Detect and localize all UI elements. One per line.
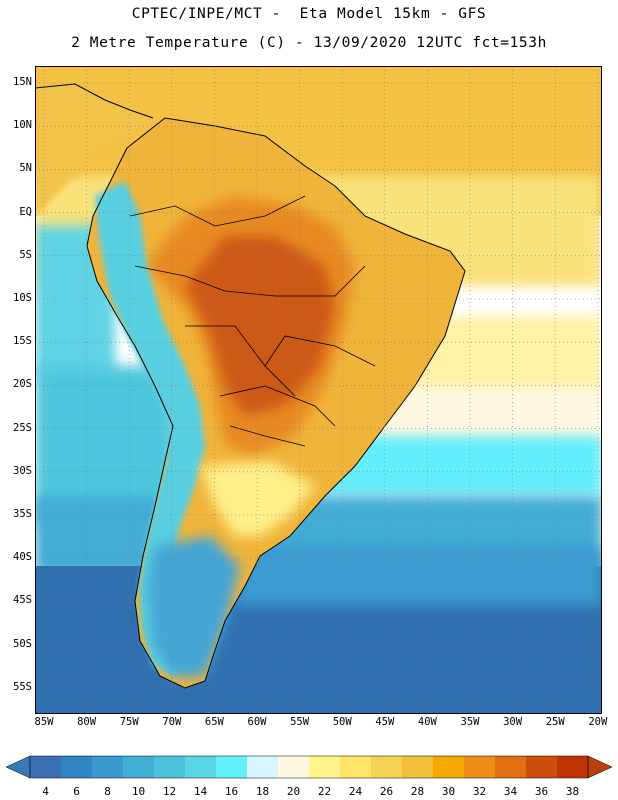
colorbar-label: 20 (286, 785, 301, 798)
colorbar-label: 36 (534, 785, 549, 798)
lon-label: 25W (545, 716, 565, 728)
lat-label: 45S (13, 594, 32, 607)
colorbar-label: 30 (441, 785, 456, 798)
colorbar-label: 22 (317, 785, 332, 798)
lat-label: 55S (13, 680, 32, 693)
lon-label: 20W (588, 716, 608, 728)
colorbar-label: 38 (565, 785, 580, 798)
lat-label: 15S (13, 335, 32, 348)
colorbar-swatch (61, 756, 93, 778)
lon-label: 80W (77, 716, 97, 728)
colorbar-swatch (557, 756, 589, 778)
colorbar-label: 14 (193, 785, 208, 798)
lon-label: 35W (460, 716, 480, 728)
country-borders (129, 195, 376, 447)
lat-label: EQ (19, 205, 32, 218)
colorbar-swatch (495, 756, 527, 778)
andes-cold-spine (95, 181, 205, 676)
lat-label: 10S (13, 292, 32, 304)
lat-label: 10N (13, 119, 32, 132)
colorbar-under-arrow (5, 755, 31, 779)
coastline (86, 117, 466, 689)
lon-label: 75W (119, 716, 139, 728)
lat-label: 15N (13, 76, 32, 88)
lat-label: 25S (13, 421, 32, 434)
colorbar-outline (29, 755, 589, 779)
colorbar-label: 18 (255, 785, 270, 798)
colorbar-swatch (309, 756, 341, 778)
lat-label: 5N (19, 162, 32, 175)
colorbar-swatch (433, 756, 465, 778)
colorbar-label: 6 (73, 785, 80, 798)
lon-label: 85W (34, 716, 54, 728)
lon-label: 45W (375, 716, 395, 728)
colorbar-swatch (123, 756, 155, 778)
colorbar-label: 28 (410, 785, 425, 798)
lat-label: 35S (13, 508, 32, 520)
colorbar-label: 16 (224, 785, 239, 798)
lon-label: 40W (417, 716, 437, 728)
colorbar-swatch (30, 756, 62, 778)
lon-label: 50W (332, 716, 352, 728)
colorbar-swatch (526, 756, 558, 778)
lon-label: 65W (204, 716, 224, 728)
southern-cone-warm (200, 461, 315, 536)
colorbar-swatch (278, 756, 310, 778)
lon-label: 70W (162, 716, 182, 728)
colorbar-swatch (216, 756, 248, 778)
map-title: CPTEC/INPE/MCT - Eta Model 15km - GFS (131, 6, 487, 22)
lat-label: 20S (13, 378, 32, 391)
lat-label: 30S (13, 464, 32, 477)
lat-label: 40S (13, 551, 32, 564)
lon-label: 30W (503, 716, 523, 728)
lat-label: 50S (13, 637, 32, 650)
graticule (35, 66, 602, 714)
colorbar-label: 24 (348, 785, 363, 798)
colorbar (5, 755, 613, 779)
map-frame (35, 66, 602, 714)
colorbar-swatch (464, 756, 496, 778)
colorbar-swatch (185, 756, 217, 778)
lon-label: 60W (247, 716, 267, 728)
colorbar-label: 8 (104, 785, 111, 798)
central-america-land (35, 84, 153, 214)
colorbar-label: 10 (131, 785, 146, 798)
colorbar-label: 4 (42, 785, 49, 798)
colorbar-swatch (247, 756, 279, 778)
map-subtitle: 2 Metre Temperature (C) - 13/09/2020 12U… (71, 35, 547, 51)
central-america-coast (35, 83, 154, 119)
colorbar-label: 26 (379, 785, 394, 798)
colorbar-swatch (402, 756, 434, 778)
patagonia-cold (147, 536, 240, 678)
colorbar-over-arrow (587, 755, 613, 779)
heat-core-inner (185, 236, 335, 416)
lat-label: 5S (19, 248, 32, 261)
colorbar-swatch (340, 756, 372, 778)
ocean-cold-band-5 (235, 546, 602, 606)
temperature-map (35, 66, 602, 714)
colorbar-label: 12 (162, 785, 177, 798)
lon-label: 55W (290, 716, 310, 728)
colorbar-swatch (92, 756, 124, 778)
colorbar-label: 32 (472, 785, 487, 798)
colorbar-swatch (154, 756, 186, 778)
colorbar-swatch (371, 756, 403, 778)
colorbar-label: 34 (503, 785, 518, 798)
